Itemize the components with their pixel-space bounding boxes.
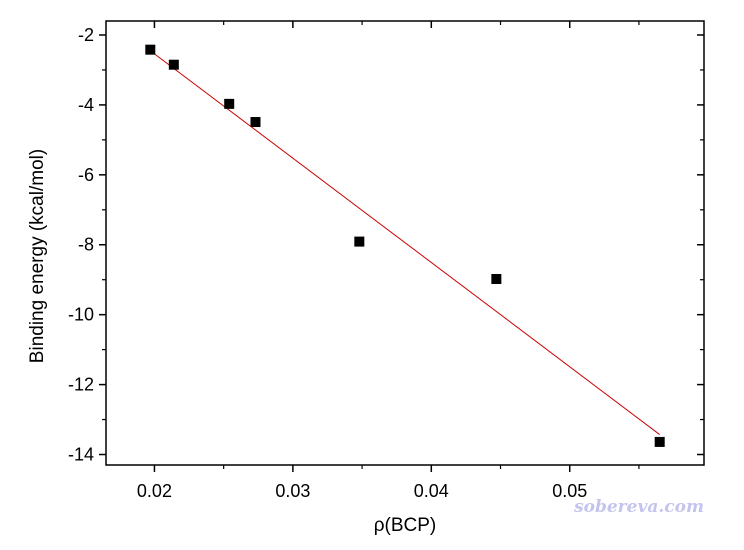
y-axis-title: Binding energy (kcal/mol) [27, 149, 48, 363]
data-point [168, 59, 179, 70]
data-point [491, 274, 502, 285]
fit-line-layer [149, 50, 661, 435]
x-tick-label: 0.02 [137, 481, 172, 501]
x-tick-label: 0.03 [275, 481, 310, 501]
data-point [654, 436, 665, 447]
y-axis-ticks [99, 34, 704, 456]
y-tick-label: -8 [78, 235, 94, 255]
y-tick-label: -12 [68, 375, 94, 395]
linear-fit-line [149, 50, 661, 435]
y-tick-label: -14 [68, 445, 94, 465]
y-tick-label: -4 [78, 95, 94, 115]
x-axis-title: ρ(BCP) [374, 515, 437, 536]
x-axis-ticks [153, 21, 640, 472]
data-point [354, 236, 365, 247]
data-point [224, 98, 235, 109]
x-tick-label: 0.04 [414, 481, 449, 501]
x-axis-tick-labels: 0.02 0.03 0.04 0.05 [137, 481, 587, 501]
y-tick-label: -6 [78, 165, 94, 185]
data-point [145, 44, 156, 55]
plot-frame [105, 20, 705, 466]
watermark-text: sobereva.com [573, 497, 704, 517]
data-points [145, 44, 665, 447]
y-tick-label: -2 [78, 25, 94, 45]
data-point [250, 117, 261, 128]
y-axis-tick-labels: -2 -4 -6 -8 -10 -12 -14 [68, 25, 94, 465]
y-tick-label: -10 [68, 305, 94, 325]
x-tick-label: 0.05 [552, 481, 587, 501]
